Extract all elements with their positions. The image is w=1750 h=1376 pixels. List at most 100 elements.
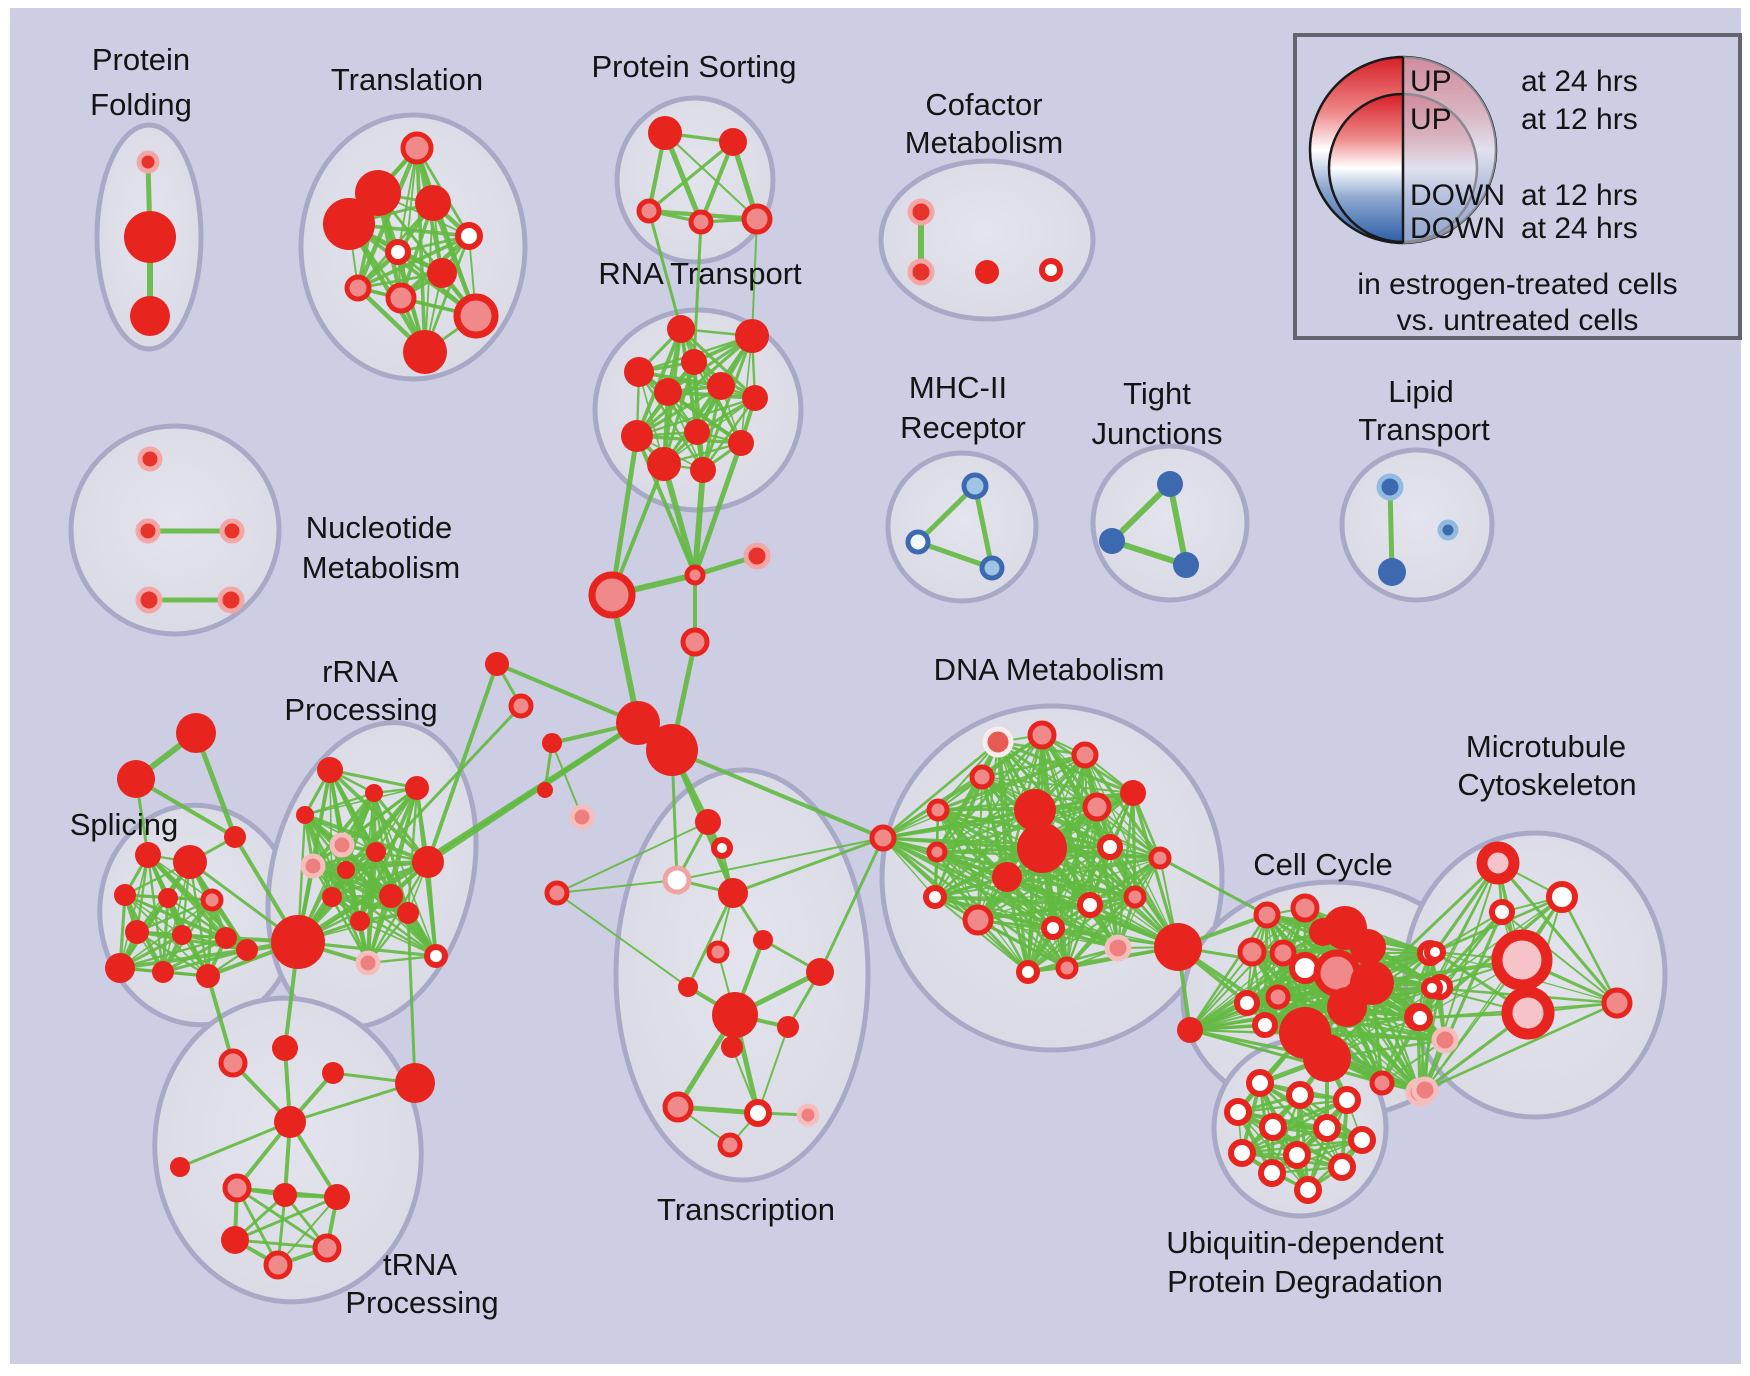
network-edge (161, 948, 249, 974)
legend-time-label: at 12 hrs (1521, 103, 1638, 136)
cluster-label-tight-junctions: Junctions (1092, 416, 1223, 451)
network-node (711, 837, 733, 859)
network-edge (882, 754, 1086, 839)
network-node (105, 953, 135, 983)
network-edge (296, 791, 376, 944)
cluster-label-cofactor-metabolism: Cofactor (925, 87, 1042, 122)
network-node (415, 185, 451, 221)
network-edge (303, 813, 430, 864)
network-node (1173, 552, 1199, 578)
network-node (728, 430, 754, 456)
network-edge (934, 857, 1161, 898)
network-node (324, 1184, 350, 1210)
network-edge (556, 892, 689, 988)
network-edge (818, 836, 885, 974)
network-node (743, 542, 771, 570)
network-node (135, 518, 161, 544)
network-node (1369, 1070, 1395, 1096)
network-edge (1189, 952, 1284, 1031)
network-node (1104, 934, 1132, 962)
network-node (982, 726, 1014, 758)
network-node (397, 902, 419, 924)
network-node (1077, 892, 1103, 918)
network-edge (345, 869, 437, 957)
network-node (975, 260, 999, 284)
network-edge (698, 139, 736, 225)
network-edge (757, 1026, 789, 1114)
network-node (706, 940, 730, 964)
network-edge (692, 467, 706, 578)
network-node (172, 925, 192, 945)
network-node (624, 357, 654, 387)
network-edge (635, 396, 757, 438)
network-node (537, 782, 553, 798)
cluster-label-mhc-ii-receptor: MHC-II (909, 370, 1007, 405)
network-node (721, 1036, 743, 1058)
network-node (636, 198, 662, 224)
network-node (1269, 939, 1297, 967)
network-edge (701, 384, 723, 472)
network-node (355, 170, 401, 216)
network-edge (980, 753, 1087, 779)
network-node (1501, 986, 1555, 1040)
cluster-label-lipid-transport: Transport (1358, 412, 1490, 447)
network-edge (934, 809, 1036, 898)
network-node (1328, 1153, 1356, 1181)
cluster-label-ubiquitin-dependent-protein-degradation: Protein Degradation (1167, 1264, 1443, 1299)
network-node (1313, 1114, 1341, 1142)
cluster-label-rna-transport: RNA Transport (598, 256, 802, 291)
legend-footer-line: in estrogen-treated cells (1357, 268, 1678, 301)
legend-row: UP at 12 hrs (1297, 103, 1738, 136)
cluster-label-rrna-processing: Processing (284, 692, 437, 727)
network-node (926, 798, 950, 822)
network-node (961, 472, 989, 500)
network-node (322, 887, 342, 907)
network-node (405, 776, 429, 800)
network-node (684, 419, 710, 445)
network-node (236, 939, 258, 961)
network-node (662, 865, 692, 895)
network-node (1154, 923, 1202, 971)
cluster-label-trna-processing: Processing (345, 1285, 498, 1320)
cluster-label-microtubule-cytoskeleton: Microtubule (1466, 729, 1626, 764)
network-node (1411, 1076, 1439, 1104)
network-node (1258, 1159, 1286, 1187)
network-node (1123, 885, 1147, 909)
legend-time-label: at 24 hrs (1521, 212, 1638, 245)
network-node (219, 518, 245, 544)
cluster-ellipse-tight-junctions (1090, 443, 1250, 603)
network-node (719, 128, 747, 156)
network-edge (981, 776, 1134, 794)
cluster-ellipse-mhc-ii-receptor (885, 450, 1039, 604)
network-edge (495, 662, 640, 725)
network-node (544, 880, 570, 906)
network-node (667, 315, 695, 343)
network-edge (1027, 904, 1091, 973)
network-node (508, 693, 534, 719)
network-edge (1434, 911, 1503, 953)
network-edge (1189, 951, 1253, 1031)
network-edge (881, 808, 1037, 840)
network-edge (933, 845, 1112, 899)
network-node (588, 571, 636, 619)
network-node (263, 1250, 293, 1280)
network-node (217, 586, 245, 614)
network-node (196, 964, 220, 988)
network-node (1265, 984, 1291, 1010)
legend-faded-outline (1402, 56, 1497, 244)
network-edge (976, 903, 1092, 922)
network-edge (981, 776, 1161, 859)
network-node (1253, 901, 1281, 929)
cluster-label-nucleotide-metabolism: Metabolism (302, 550, 461, 585)
network-node (806, 958, 834, 986)
network-node (400, 131, 434, 165)
network-node (680, 627, 710, 657)
cluster-label-dna-metabolism: DNA Metabolism (934, 652, 1165, 687)
network-node (688, 209, 714, 235)
network-node (312, 1233, 342, 1263)
network-node (1476, 841, 1520, 885)
network-edge (676, 837, 884, 881)
network-edge (288, 1081, 417, 1124)
network-edge (936, 806, 1098, 853)
